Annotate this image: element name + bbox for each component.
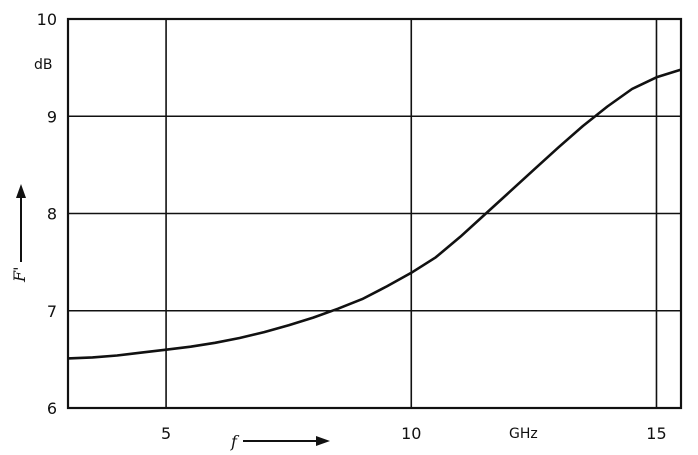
y-tick-label: 7 (47, 302, 57, 321)
series-layer (67, 68, 682, 360)
x-unit-label: GHz (509, 426, 538, 442)
x-tick-label: 15 (646, 424, 666, 443)
y-unit-label: dB (34, 57, 53, 73)
x-tick-label: 10 (401, 424, 421, 443)
y-axis-arrow-head (16, 184, 26, 198)
y-tick-label: 6 (47, 399, 57, 418)
y-axis-title: F' (10, 184, 29, 283)
series-line (67, 68, 682, 360)
x-axis-arrow-head (316, 436, 330, 446)
y-tick-label: 10 (37, 10, 57, 29)
tick-labels: 5 10 15 6 7 8 9 10 (37, 10, 667, 443)
y-tick-label: 8 (47, 205, 57, 224)
x-axis-title: f (230, 432, 330, 451)
x-axis-title-text: f (230, 432, 240, 451)
y-tick-label: 9 (47, 107, 57, 126)
y-axis-title-text: F' (10, 267, 29, 284)
plot-frame (66, 17, 683, 410)
x-tick-label: 5 (161, 424, 171, 443)
